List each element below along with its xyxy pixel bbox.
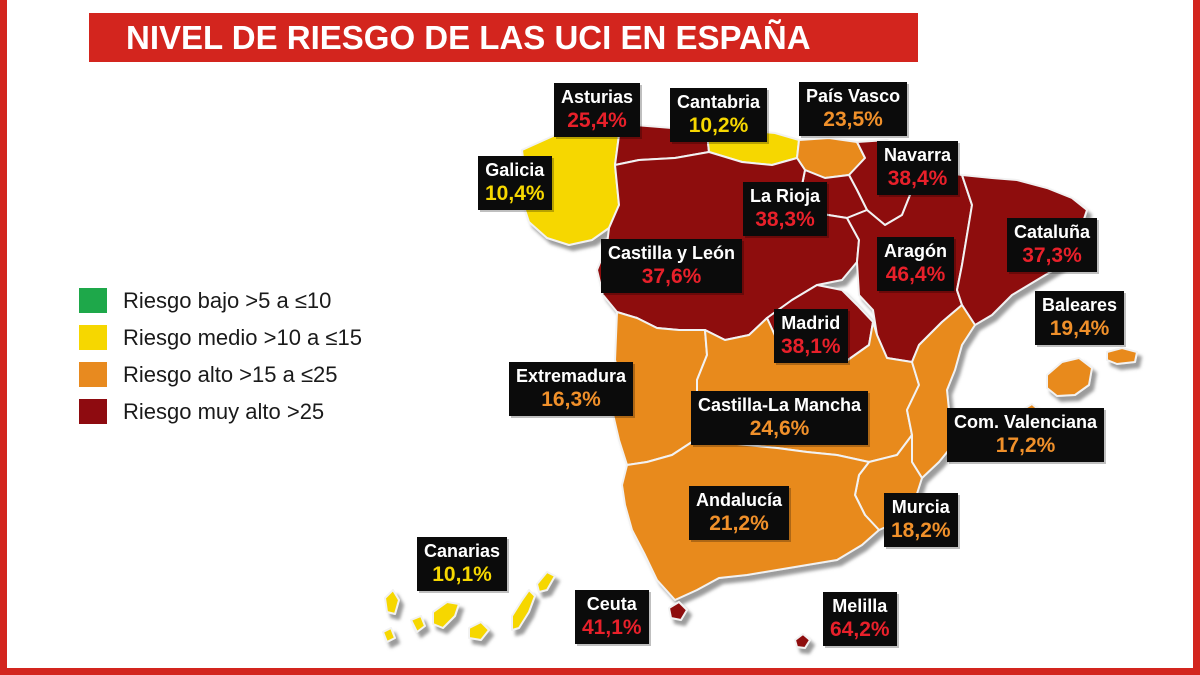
region-value: 38,1% — [781, 335, 841, 358]
label-andalucia: Andalucía 21,2% — [689, 486, 790, 540]
label-galicia: Galicia 10,4% — [478, 156, 552, 210]
legend-swatch-medio — [79, 325, 107, 350]
region-name: Canarias — [424, 541, 501, 561]
label-murcia: Murcia 18,2% — [884, 493, 958, 547]
legend-label-alto: Riesgo alto >15 a ≤25 — [123, 361, 338, 387]
legend-item-medio: Riesgo medio >10 a ≤15 — [79, 319, 362, 356]
label-navarra: Navarra 38,4% — [877, 141, 959, 195]
region-value: 24,6% — [749, 417, 810, 440]
region-name: Extremadura — [516, 366, 627, 386]
region-shape-canarias-2 — [410, 615, 426, 633]
label-canarias: Canarias 10,1% — [417, 537, 508, 591]
region-value: 10,4% — [485, 182, 545, 205]
region-shape-canarias-4 — [468, 621, 490, 641]
region-name: Melilla — [832, 596, 888, 616]
region-name: Ceuta — [586, 594, 637, 614]
legend-swatch-muy-alto — [79, 399, 107, 424]
legend-swatch-bajo — [79, 288, 107, 313]
region-name: Cataluña — [1014, 222, 1091, 242]
legend-item-bajo: Riesgo bajo >5 a ≤10 — [79, 282, 362, 319]
region-value: 37,3% — [1022, 244, 1082, 267]
label-extremadura: Extremadura 16,3% — [509, 362, 634, 416]
region-value: 18,2% — [891, 519, 951, 542]
region-name: Andalucía — [696, 490, 783, 510]
region-shape-ceuta — [668, 601, 688, 621]
region-name: Castilla-La Mancha — [698, 395, 862, 415]
region-value: 16,3% — [541, 388, 601, 411]
title-banner: NIVEL DE RIESGO DE LAS UCI EN ESPAÑA — [89, 13, 918, 62]
legend-item-alto: Riesgo alto >15 a ≤25 — [79, 356, 362, 393]
label-cantabria: Cantabria 10,2% — [670, 88, 768, 142]
label-pais-vasco: País Vasco 23,5% — [799, 82, 908, 136]
region-value: 21,2% — [709, 512, 769, 535]
region-name: Navarra — [884, 145, 952, 165]
label-castilla-y-leon: Castilla y León 37,6% — [601, 239, 743, 293]
region-name: Com. Valenciana — [954, 412, 1098, 432]
label-cataluna: Cataluña 37,3% — [1007, 218, 1098, 272]
region-name: Castilla y León — [608, 243, 736, 263]
region-value: 41,1% — [582, 616, 642, 639]
legend-item-muy-alto: Riesgo muy alto >25 — [79, 393, 362, 430]
label-com-valenciana: Com. Valenciana 17,2% — [947, 408, 1105, 462]
label-asturias: Asturias 25,4% — [554, 83, 641, 137]
region-name: Madrid — [781, 313, 841, 333]
legend-label-medio: Riesgo medio >10 a ≤15 — [123, 324, 362, 350]
region-shape-canarias-5 — [382, 627, 396, 643]
label-castilla-la-mancha: Castilla-La Mancha 24,6% — [691, 391, 869, 445]
label-baleares: Baleares 19,4% — [1035, 291, 1125, 345]
region-name: Murcia — [891, 497, 950, 517]
label-la-rioja: La Rioja 38,3% — [743, 182, 828, 236]
region-value: 37,6% — [641, 265, 702, 288]
region-value: 23,5% — [823, 108, 883, 131]
region-value: 64,2% — [830, 618, 890, 641]
label-melilla: Melilla 64,2% — [823, 592, 897, 646]
region-value: 17,2% — [995, 434, 1056, 457]
label-ceuta: Ceuta 41,1% — [575, 590, 649, 644]
region-name: Galicia — [485, 160, 545, 180]
region-shape-baleares — [1046, 357, 1093, 397]
region-value: 10,1% — [432, 563, 492, 586]
region-name: País Vasco — [806, 86, 901, 106]
region-name: Aragón — [884, 241, 947, 261]
region-shape-canarias-1 — [384, 589, 400, 615]
region-shape-canarias-3 — [432, 601, 460, 629]
region-shape-baleares-menorca — [1106, 347, 1138, 365]
region-shape-canarias-7 — [536, 571, 556, 593]
region-name: Baleares — [1042, 295, 1118, 315]
region-value: 25,4% — [567, 109, 627, 132]
legend-swatch-alto — [79, 362, 107, 387]
region-name: Cantabria — [677, 92, 761, 112]
label-aragon: Aragón 46,4% — [877, 237, 954, 291]
region-name: La Rioja — [750, 186, 821, 206]
region-shape-canarias-6 — [511, 589, 536, 631]
legend-label-muy-alto: Riesgo muy alto >25 — [123, 398, 325, 424]
legend-label-bajo: Riesgo bajo >5 a ≤10 — [123, 287, 332, 313]
region-value: 19,4% — [1049, 317, 1110, 340]
legend: Riesgo bajo >5 a ≤10 Riesgo medio >10 a … — [79, 282, 362, 430]
region-value: 10,2% — [688, 114, 749, 137]
region-shape-melilla — [794, 633, 811, 649]
region-value: 38,4% — [887, 167, 948, 190]
label-madrid: Madrid 38,1% — [774, 309, 848, 363]
region-value: 38,3% — [755, 208, 815, 231]
region-value: 46,4% — [885, 263, 946, 286]
region-name: Asturias — [561, 87, 634, 107]
